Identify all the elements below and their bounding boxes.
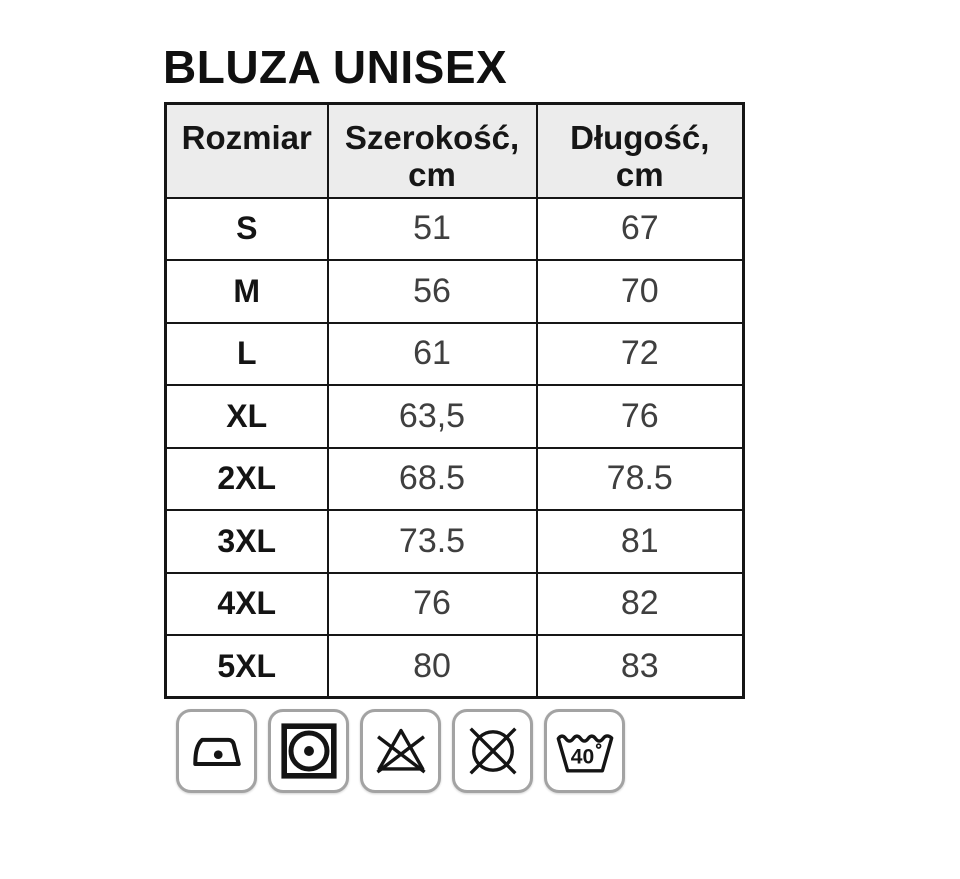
header-row: Rozmiar Szerokość, cm Długość, cm [164,102,745,199]
table-row: 3XL 73.5 81 [164,509,745,574]
size-cell: 5XL [164,634,329,699]
width-cell: 63,5 [326,384,538,449]
care-symbols-row: 40 [176,709,625,793]
iron-low-icon [176,709,257,793]
column-header-label: cm [408,156,456,193]
column-header-label: Długość, [570,119,710,156]
column-header-length: Długość, cm [535,102,745,199]
width-cell: 80 [326,634,538,699]
width-cell: 73.5 [326,509,538,574]
table-row: M 56 70 [164,259,745,324]
page-title: BLUZA UNISEX [163,41,508,93]
table-row: L 61 72 [164,321,745,386]
width-cell: 56 [326,259,538,324]
wash-40-icon: 40 [544,709,625,793]
length-cell: 67 [535,196,745,261]
column-header-label: Szerokość, [344,119,520,156]
do-not-dry-clean-icon [452,709,533,793]
table-row: 4XL 76 82 [164,571,745,636]
width-cell: 51 [326,196,538,261]
column-header-label: Rozmiar [181,119,312,156]
size-cell: XL [164,384,329,449]
length-cell: 81 [535,509,745,574]
wash-temp-label: 40 [570,745,593,768]
tumble-dry-glyph [280,723,337,779]
do-not-dry-clean-glyph [468,727,517,775]
do-not-bleach-icon [360,709,441,793]
length-cell: 70 [535,259,745,324]
width-cell: 68.5 [326,446,538,511]
size-table: Rozmiar Szerokość, cm Długość, cm S 51 6… [164,102,745,699]
size-cell: 3XL [164,509,329,574]
table-row: XL 63,5 76 [164,384,745,449]
do-not-bleach-glyph [375,728,426,774]
length-cell: 72 [535,321,745,386]
wash-40-glyph: 40 [556,734,613,773]
length-cell: 82 [535,571,745,636]
length-cell: 83 [535,634,745,699]
size-cell: L [164,321,329,386]
size-cell: 4XL [164,571,329,636]
width-cell: 76 [326,571,538,636]
length-cell: 78.5 [535,446,745,511]
table-row: 5XL 80 83 [164,634,745,699]
column-header-label: cm [615,156,664,193]
length-cell: 76 [535,384,745,449]
iron-glyph [192,737,241,767]
column-header-size: Rozmiar [164,102,329,199]
table-row: 2XL 68.5 78.5 [164,446,745,511]
table-row: S 51 67 [164,196,745,261]
tumble-dry-icon [268,709,349,793]
size-cell: M [164,259,329,324]
column-header-width: Szerokość, cm [326,102,538,199]
size-cell: S [164,196,329,261]
size-cell: 2XL [164,446,329,511]
width-cell: 61 [326,321,538,386]
